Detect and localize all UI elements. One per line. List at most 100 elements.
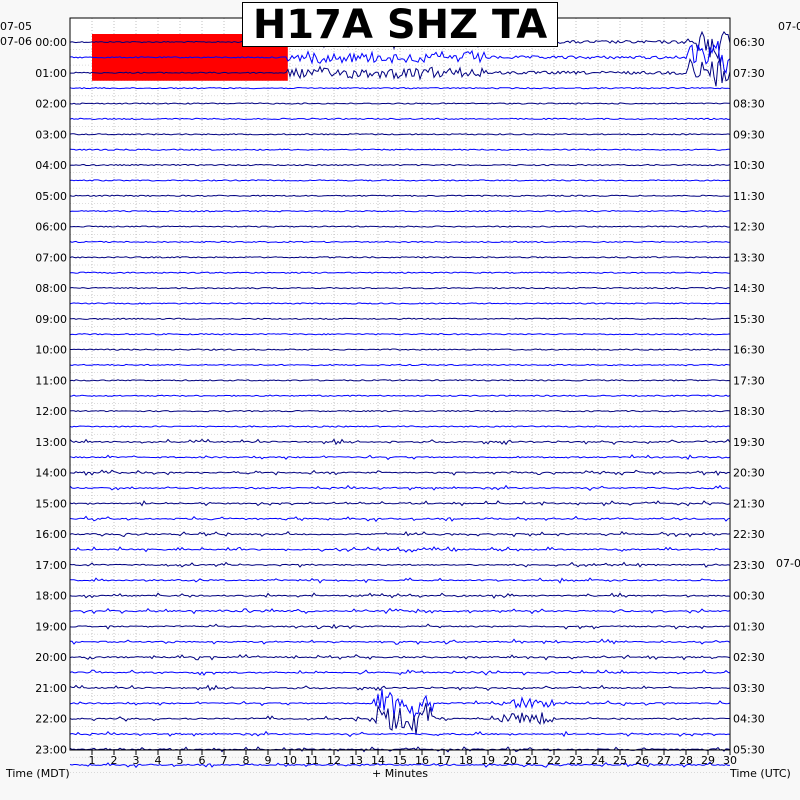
left-time-label: 10:00	[35, 344, 67, 357]
right-time-label: 15:30	[733, 313, 765, 326]
x-tick-label: 16	[415, 754, 429, 767]
right-time-label: 21:30	[733, 497, 765, 510]
seismic-trace	[70, 56, 731, 87]
seismic-trace	[69, 148, 730, 151]
seismic-trace	[69, 730, 731, 738]
seismic-trace	[69, 363, 731, 367]
seismic-trace	[69, 240, 731, 244]
right-time-label: 02:30	[733, 651, 765, 664]
x-tick-label: 15	[393, 754, 407, 767]
right-time-label: 10:30	[733, 159, 765, 172]
left-time-label: 04:00	[35, 159, 67, 172]
left-time-label: 08:00	[35, 282, 67, 295]
left-time-label: 23:00	[35, 743, 67, 756]
left-axis-label: Time (MDT)	[5, 767, 70, 780]
x-tick-label: 25	[613, 754, 627, 767]
seismic-trace	[69, 394, 731, 397]
x-tick-label: 26	[635, 754, 649, 767]
left-time-label: 06:00	[35, 221, 67, 234]
x-tick-label: 24	[591, 754, 605, 767]
seismic-trace	[70, 225, 731, 228]
seismic-trace	[69, 102, 730, 105]
seismic-trace	[69, 469, 731, 476]
seismic-trace	[69, 271, 731, 274]
seismic-trace	[70, 348, 731, 351]
right-time-label: 12:30	[733, 221, 765, 234]
right-time-label: 08:30	[733, 98, 765, 111]
chart-title: H17A SHZ TA	[252, 1, 548, 48]
left-time-label: 15:00	[35, 497, 67, 510]
right-time-label: 00:30	[733, 590, 765, 603]
seismic-trace	[69, 684, 731, 692]
x-tick-label: 21	[525, 754, 539, 767]
left-time-label: 00:00	[35, 36, 67, 49]
right-axis-label: Time (UTC)	[729, 767, 791, 780]
left-time-label: 20:00	[35, 651, 67, 664]
x-tick-label: 12	[327, 754, 341, 767]
x-tick-label: 10	[283, 754, 297, 767]
seismic-trace	[69, 546, 731, 553]
x-tick-label: 13	[349, 754, 363, 767]
x-tick-label: 14	[371, 754, 385, 767]
left-time-label: 14:00	[35, 467, 67, 480]
right-time-label: 03:30	[733, 682, 765, 695]
right-time-label: 05:30	[733, 743, 765, 756]
seismic-trace	[69, 286, 731, 290]
seismic-trace	[69, 117, 731, 121]
left-time-label: 17:00	[35, 559, 67, 572]
left-time-label: 19:00	[35, 620, 67, 633]
seismic-trace	[69, 592, 731, 599]
seismic-trace	[69, 515, 731, 523]
x-tick-label: 9	[265, 754, 272, 767]
left-time-label: 05:00	[35, 190, 67, 203]
right-time-label: 06:30	[733, 36, 765, 49]
left-time-label: 21:00	[35, 682, 67, 695]
left-time-label: 11:00	[35, 374, 67, 387]
left-time-label: 18:00	[35, 590, 67, 603]
right-time-label: 16:30	[733, 344, 765, 357]
seismic-trace	[69, 409, 731, 413]
x-axis-ticks: 1 2 3 4 5 6 7 8 9 10 11 12 13 14 15 16 17 18 19 20 21 22 23 24 2…	[89, 750, 737, 767]
left-time-labels: 00:00 01:00 02:00 03:00 04:00 05:00 06:00 07:00…	[35, 36, 67, 756]
seismic-trace	[70, 638, 731, 645]
seismic-trace	[69, 577, 731, 584]
x-tick-label: 4	[155, 754, 162, 767]
x-tick-label: 22	[547, 754, 561, 767]
left-time-label: 16:00	[35, 528, 67, 541]
seismic-trace	[69, 607, 731, 615]
seismic-trace	[69, 623, 731, 630]
seismic-trace	[69, 654, 731, 661]
left-time-label: 13:00	[35, 436, 67, 449]
right-time-label: 22:30	[733, 528, 765, 541]
x-tick-label: 1	[89, 754, 96, 767]
title-box: H17A SHZ TA	[242, 1, 558, 48]
x-tick-label: 30	[723, 754, 737, 767]
x-tick-label: 29	[701, 754, 715, 767]
x-tick-label: 2	[111, 754, 118, 767]
x-tick-label: 5	[177, 754, 184, 767]
seismic-trace	[69, 761, 731, 769]
right-time-label: 14:30	[733, 282, 765, 295]
seismic-trace	[69, 40, 731, 75]
x-tick-label: 27	[657, 754, 671, 767]
left-date-label-0: 07-05	[0, 20, 32, 33]
x-tick-label: 7	[221, 754, 228, 767]
seismic-traces	[69, 30, 731, 769]
x-tick-label: 19	[481, 754, 495, 767]
right-time-label: 07:30	[733, 67, 765, 80]
seismic-trace	[69, 689, 731, 720]
seismic-trace	[69, 210, 730, 213]
right-time-label: 19:30	[733, 436, 765, 449]
x-tick-label: 11	[305, 754, 319, 767]
seismic-trace	[69, 86, 731, 90]
right-time-label: 09:30	[733, 128, 765, 141]
seismic-trace	[69, 561, 731, 568]
x-tick-label: 6	[199, 754, 206, 767]
seismic-trace	[69, 256, 731, 259]
seismic-trace	[69, 163, 731, 167]
seismic-trace	[69, 438, 731, 446]
right-time-label: 01:30	[733, 620, 765, 633]
seismic-trace	[69, 317, 731, 320]
left-time-label: 03:00	[35, 128, 67, 141]
